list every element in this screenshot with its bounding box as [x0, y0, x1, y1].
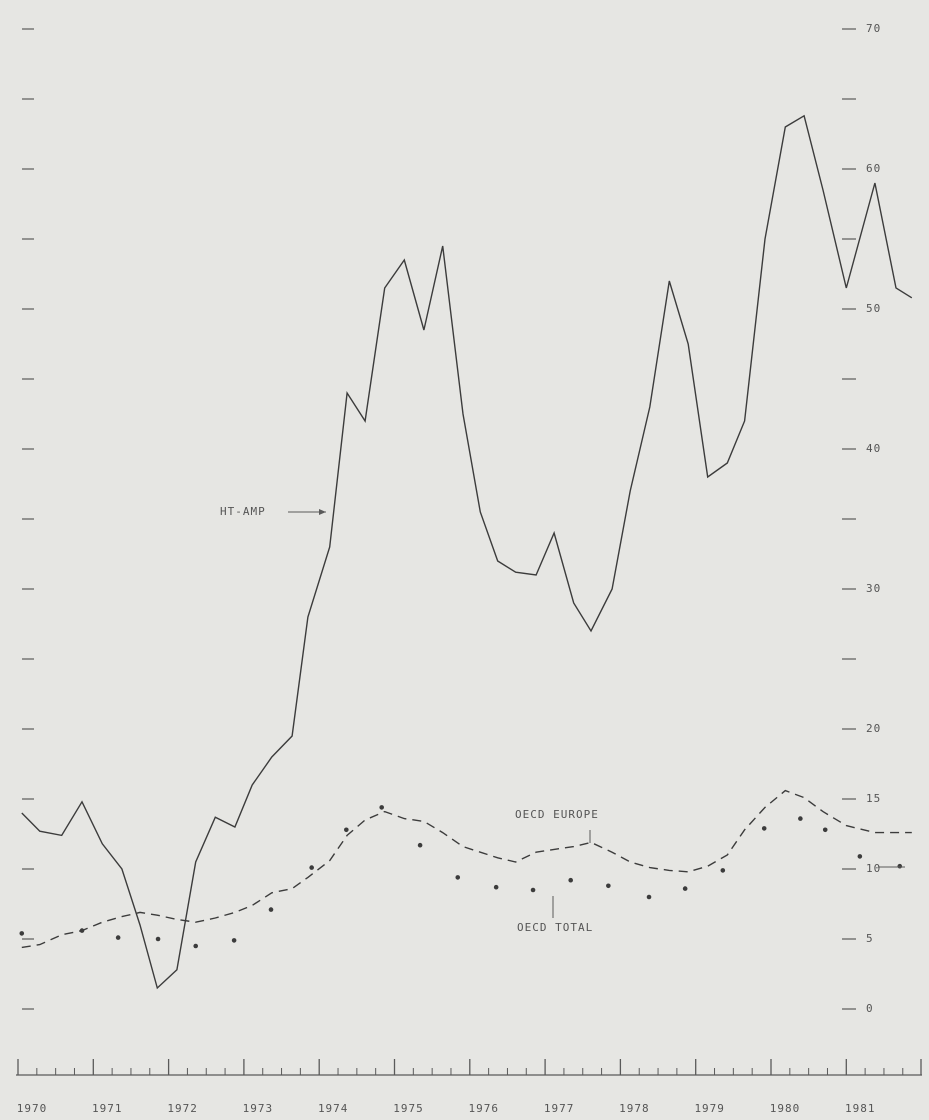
y-tick-label: 20 [866, 722, 881, 735]
series-label: OECD EUROPE [515, 808, 599, 821]
y-tick-label: 40 [866, 442, 881, 455]
data-point [606, 883, 611, 889]
x-tick-label: 1971 [92, 1102, 123, 1115]
x-tick-label: 1978 [619, 1102, 650, 1115]
x-tick-label: 1979 [694, 1102, 725, 1115]
data-point [379, 805, 384, 810]
data-point [798, 816, 803, 821]
data-point [344, 827, 349, 833]
data-point [455, 875, 461, 880]
x-tick-label: 1981 [845, 1102, 876, 1115]
data-point [155, 936, 161, 942]
data-point [115, 935, 121, 940]
series-line [21, 114, 913, 990]
data-point [268, 907, 274, 912]
x-tick-label: 1974 [318, 1102, 349, 1115]
data-point [417, 842, 423, 848]
y-tick-label: 60 [866, 162, 881, 175]
series-line [21, 789, 912, 949]
series-label: OECD TOTAL [517, 921, 593, 934]
x-tick-label: 1976 [469, 1102, 500, 1115]
data-point [231, 938, 237, 943]
y-tick-label: 5 [866, 932, 874, 945]
y-tick-label: 15 [866, 792, 881, 805]
data-point [761, 826, 767, 831]
y-tick-label: 10 [866, 862, 881, 875]
x-tick-label: 1970 [17, 1102, 48, 1115]
x-tick-label: 1973 [243, 1102, 274, 1115]
y-tick-label: 50 [866, 302, 881, 315]
x-tick-label: 1972 [167, 1102, 198, 1115]
x-tick-label: 1980 [770, 1102, 801, 1115]
data-point [79, 928, 85, 933]
data-point [682, 886, 688, 891]
data-point [897, 863, 903, 869]
data-point [822, 827, 828, 833]
y-tick-label: 30 [866, 582, 881, 595]
x-tick-label: 1977 [544, 1102, 575, 1115]
data-point [857, 854, 863, 859]
series-label: HT-AMP [220, 505, 266, 518]
data-point [646, 894, 652, 900]
data-point [493, 884, 499, 890]
data-point [19, 931, 25, 936]
data-point [193, 943, 199, 949]
data-point [530, 887, 536, 893]
arrow-head [319, 509, 326, 515]
data-point [720, 868, 726, 873]
data-point [309, 865, 314, 870]
x-tick-label: 1975 [393, 1102, 424, 1115]
y-tick-label: 0 [866, 1002, 874, 1015]
y-tick-label: 70 [866, 22, 881, 35]
data-point [568, 877, 574, 883]
